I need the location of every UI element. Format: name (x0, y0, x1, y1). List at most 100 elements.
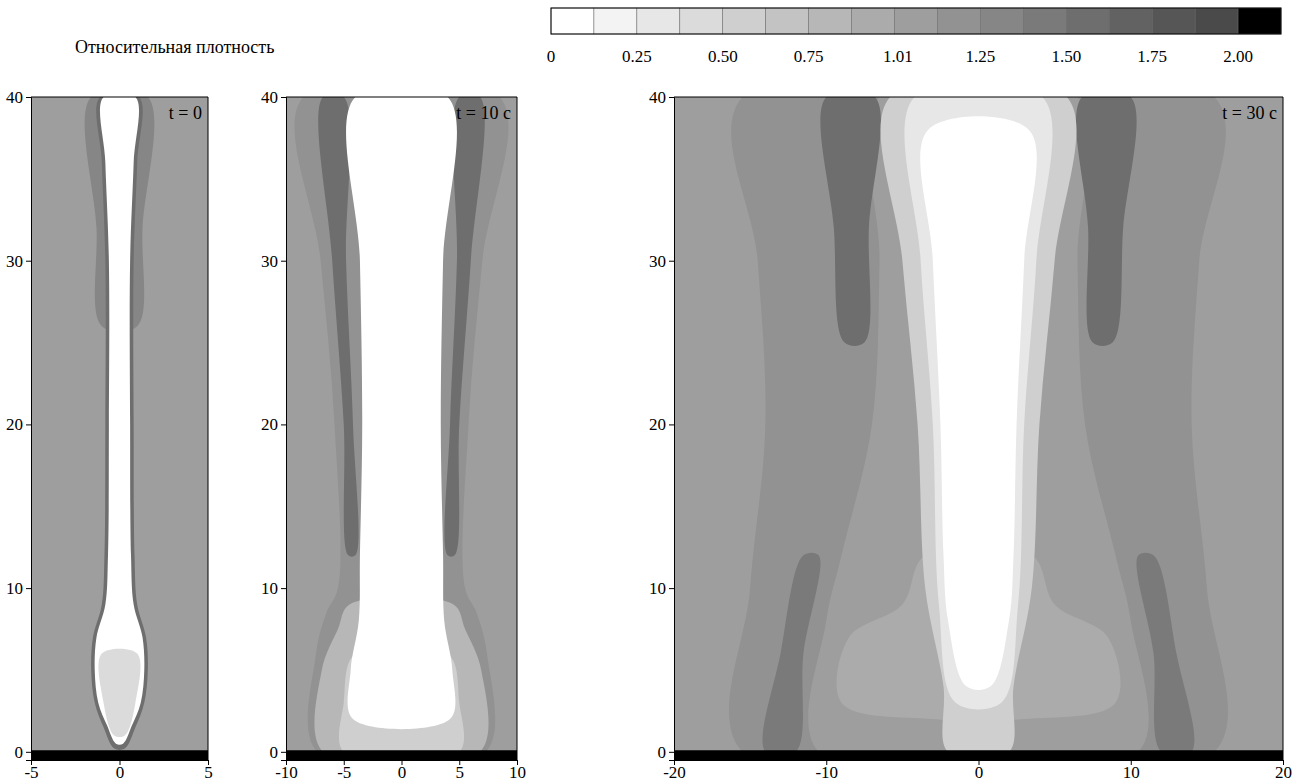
y-tick-mark (281, 752, 286, 753)
y-tick-label: 30 (649, 252, 666, 271)
x-axis: -20 -10 0 10 20 (663, 760, 1292, 782)
y-tick: 0 (270, 743, 287, 762)
density-region (1136, 553, 1194, 757)
x-tick: 0 (116, 760, 125, 782)
y-tick-mark (26, 261, 31, 262)
y-tick-label: 10 (649, 579, 666, 598)
x-tick: 10 (1123, 760, 1140, 782)
density-region (95, 97, 145, 745)
x-tick: 0 (975, 760, 984, 782)
y-tick-mark (281, 261, 286, 262)
panel: -10-50510010203040t = 10 с (261, 74, 526, 782)
colorbar-cell (680, 8, 723, 34)
colorbar-cell (1066, 8, 1109, 34)
y-axis-line (26, 98, 32, 761)
colorbar-cell (1109, 8, 1152, 34)
colorbar-cell (723, 8, 766, 34)
y-tick-mark (669, 424, 674, 425)
colorbar-cell (594, 8, 637, 34)
y-tick-label: 0 (658, 743, 667, 762)
y-tick-mark (281, 588, 286, 589)
colorbar-tick-label: 2.00 (1223, 47, 1253, 66)
density-region (294, 97, 508, 760)
colorbar-cell (1023, 8, 1066, 34)
y-axis: 0 10 20 30 40 (649, 88, 675, 762)
y-tick-label: 10 (261, 579, 278, 598)
y-tick-label: 30 (261, 252, 278, 271)
x-tick: 5 (204, 760, 213, 782)
y-tick-mark (26, 97, 31, 98)
plot-frame (286, 97, 517, 760)
colorbar-cell (637, 8, 680, 34)
panel-title: t = 30 с (1222, 103, 1277, 123)
y-axis: 010203040 (6, 88, 32, 762)
x-tick-label: 10 (509, 763, 526, 782)
x-tick-label: -5 (337, 763, 351, 782)
colorbar-cell (809, 8, 852, 34)
panel: -505010203040t = 0 (6, 88, 213, 782)
density-region (729, 97, 1228, 760)
x-tick: -20 (663, 760, 686, 782)
density-region (808, 97, 1149, 760)
y-tick: 10 (649, 579, 674, 598)
colorbar-cell (937, 8, 980, 34)
density-region (91, 97, 148, 750)
panel-title: t = 10 с (456, 103, 511, 123)
density-region (346, 97, 457, 729)
colorbar-cell (1195, 8, 1238, 34)
x-tick-label: 0 (116, 763, 125, 782)
field (31, 97, 208, 760)
density-region (674, 750, 1283, 760)
y-tick-label: 40 (649, 88, 666, 107)
colorbar-tick-label: 0.50 (708, 47, 738, 66)
x-tick-label: -20 (663, 763, 686, 782)
density-region (286, 750, 517, 760)
x-tick: -10 (815, 760, 838, 782)
colorbar-title: Относительная плотность (75, 37, 274, 57)
y-axis-line (281, 98, 287, 761)
plot-frame (31, 97, 208, 760)
x-tick: -10 (275, 760, 298, 782)
y-tick: 20 (649, 415, 674, 434)
y-tick: 0 (15, 743, 32, 762)
y-tick-mark (669, 261, 674, 262)
y-tick-mark (26, 588, 31, 589)
colorbar-tick-label: 1.50 (1051, 47, 1081, 66)
x-tick: 0 (398, 760, 407, 782)
colorbar-cell (895, 8, 938, 34)
colorbar-cell (852, 8, 895, 34)
x-axis: -10 -5 0 5 10 (275, 760, 526, 782)
density-region (904, 97, 1052, 709)
density-region (98, 649, 140, 737)
y-tick: 30 (649, 252, 674, 271)
y-tick-mark (281, 424, 286, 425)
y-tick: 10 (6, 579, 31, 598)
x-tick-label: 0 (975, 763, 984, 782)
x-tick: -5 (24, 760, 38, 782)
y-tick-mark (669, 752, 674, 753)
density-region (820, 97, 881, 346)
colorbar-cell (551, 8, 594, 34)
x-tick-label: 0 (398, 763, 407, 782)
plot-frame (674, 97, 1283, 760)
colorbar-tick-label: 0.25 (622, 47, 652, 66)
x-tick-label: 20 (1275, 763, 1292, 782)
colorbar-cell (980, 8, 1023, 34)
density-region (920, 116, 1037, 690)
colorbar-tick-label: 0 (547, 47, 556, 66)
x-tick: 20 (1275, 760, 1292, 782)
y-axis: 010203040 (261, 88, 287, 762)
x-tick-label: 5 (456, 763, 465, 782)
y-tick-label: 20 (261, 415, 278, 434)
density-region (31, 750, 208, 760)
x-tick-label: -10 (815, 763, 838, 782)
panel-title: t = 0 (169, 103, 202, 123)
y-tick: 40 (6, 88, 31, 107)
x-tick: 10 (509, 760, 526, 782)
figure: 00.250.500.751.011.251.501.752.00Относит… (0, 0, 1306, 782)
field (286, 97, 517, 760)
y-tick: 10 (261, 579, 286, 598)
y-tick: 40 (649, 88, 674, 107)
colorbar-tick-label: 1.75 (1137, 47, 1167, 66)
y-tick: 20 (261, 415, 286, 434)
